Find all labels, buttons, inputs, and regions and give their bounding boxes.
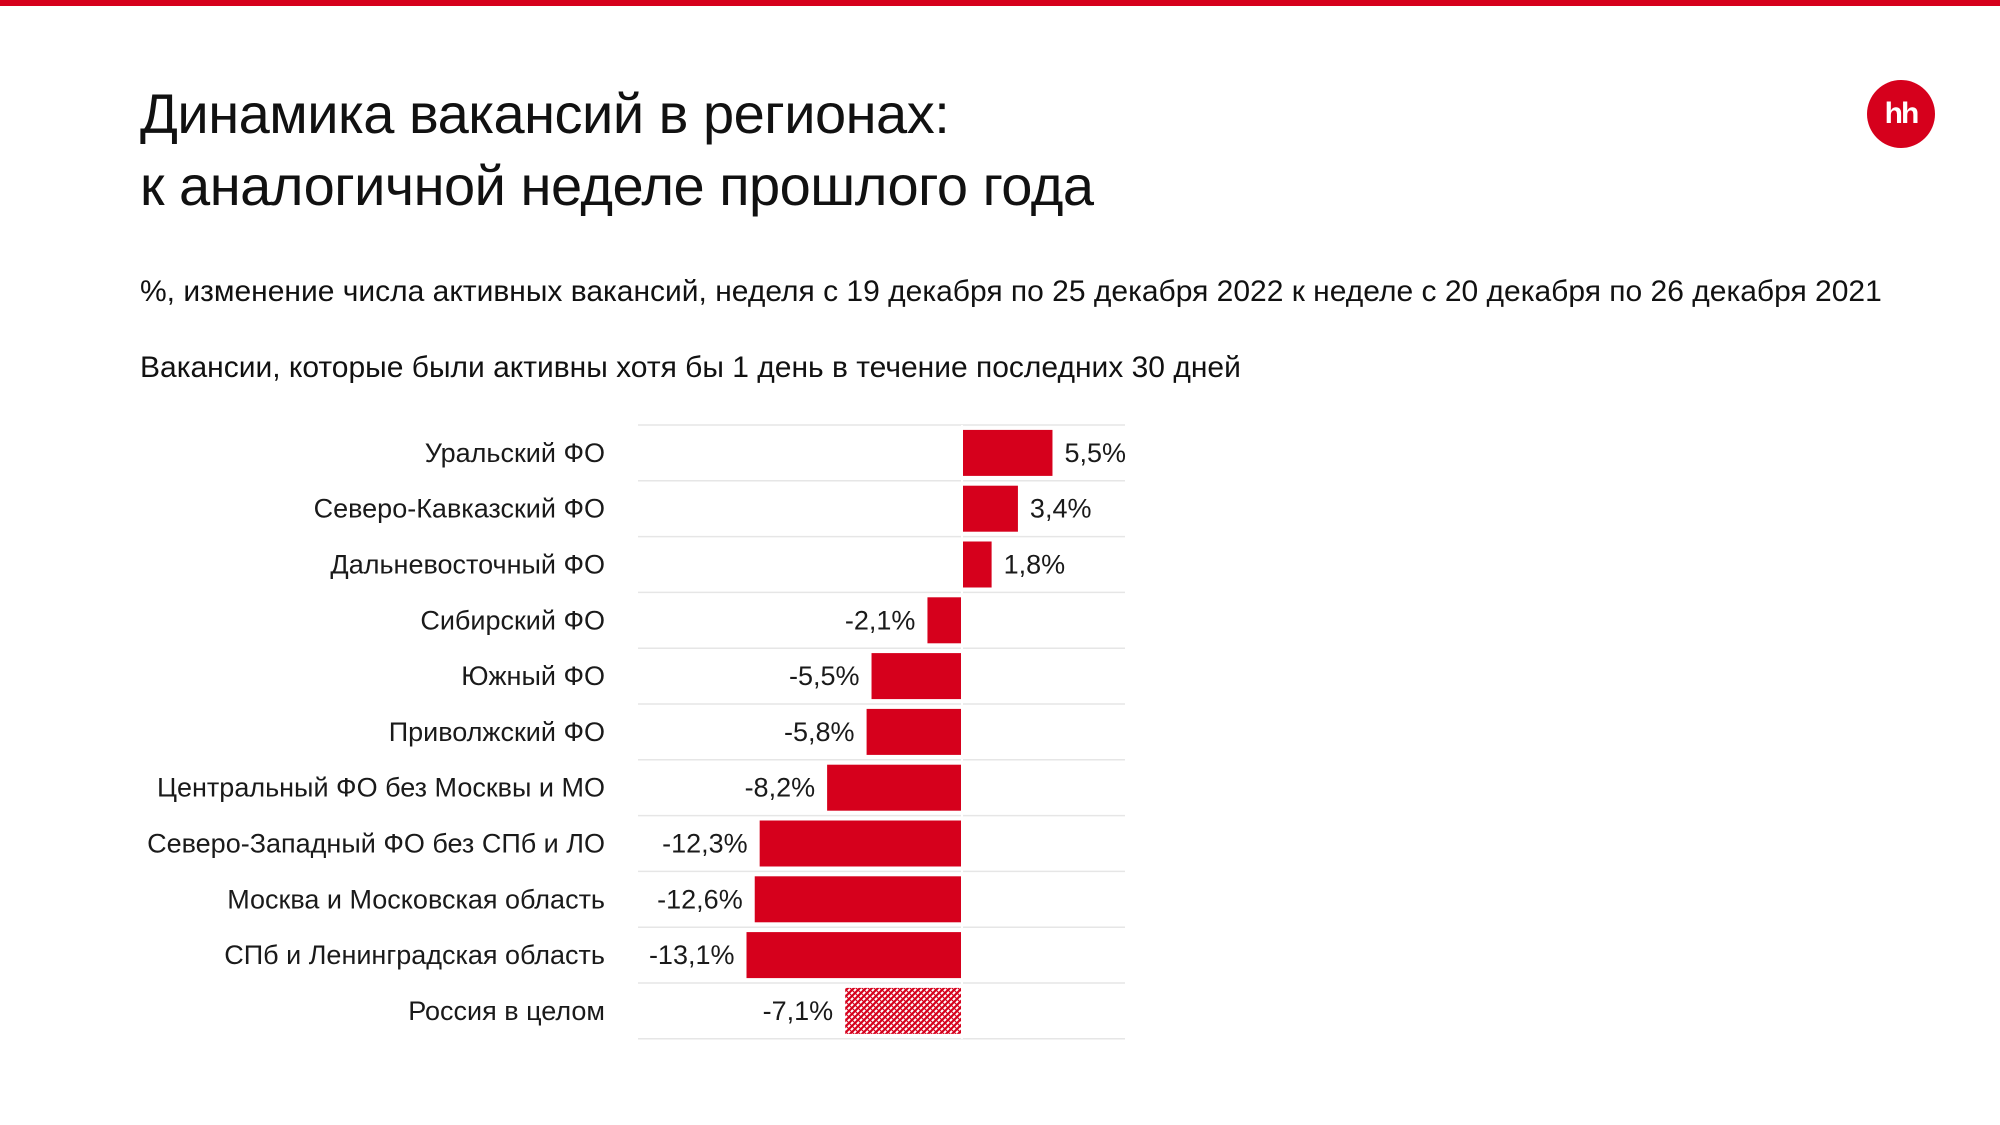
category-label: Сибирский ФО [420, 605, 605, 635]
value-label: 5,5% [1064, 438, 1126, 468]
category-label: Приволжский ФО [389, 717, 605, 747]
value-label: -12,6% [657, 884, 743, 914]
value-label: 3,4% [1030, 494, 1092, 524]
chart-subtitle: %, изменение числа активных вакансий, не… [140, 275, 1882, 308]
category-label: Москва и Московская область [227, 884, 605, 914]
value-label: -2,1% [845, 605, 916, 635]
category-label: Дальневосточный ФО [330, 550, 605, 580]
bar [962, 429, 1053, 476]
value-label: -12,3% [662, 829, 748, 859]
bar [962, 485, 1018, 532]
top-accent-strip [0, 0, 2000, 6]
bar [866, 708, 962, 755]
category-label: Уральский ФО [425, 438, 605, 468]
hh-logo: hh [1867, 80, 1935, 148]
category-label: Северо-Западный ФО без СПб и ЛО [147, 829, 605, 859]
chart-rows: Уральский ФО 5,5% Северо-Кавказский ФО 3,4%… [147, 424, 1126, 1040]
category-label: Северо-Кавказский ФО [314, 494, 605, 524]
category-label: Южный ФО [461, 661, 605, 691]
title-line-1: Динамика вакансий в регионах: [140, 82, 950, 145]
bar [871, 653, 962, 700]
value-label: -5,5% [789, 661, 860, 691]
category-label: Центральный ФО без Москвы и МО [157, 773, 605, 803]
value-label: -5,8% [784, 717, 855, 747]
bar [827, 764, 962, 811]
bar [759, 820, 962, 867]
title-line-2: к аналогичной неделе прошлого года [140, 154, 1094, 217]
bar [962, 541, 992, 588]
value-label: -8,2% [745, 773, 816, 803]
category-label: Россия в целом [408, 996, 605, 1026]
bar-hatched [845, 987, 962, 1034]
bar [746, 932, 962, 979]
value-label: -13,1% [649, 940, 735, 970]
page-title: Динамика вакансий в регионах: к аналогич… [140, 78, 1740, 222]
chart-note: Вакансии, которые были активны хотя бы 1… [140, 351, 1241, 384]
value-label: -7,1% [763, 996, 834, 1026]
bar [754, 876, 962, 923]
value-label: 1,8% [1004, 550, 1066, 580]
category-label: СПб и Ленинградская область [224, 940, 605, 970]
bar [927, 597, 962, 644]
